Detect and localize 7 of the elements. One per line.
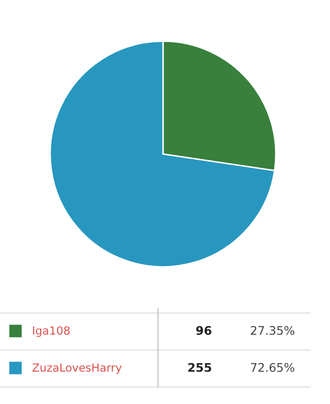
text: 27.35% [250, 326, 294, 335]
data-label: 255 [188, 362, 212, 372]
data-label: 96 [196, 326, 212, 335]
text: 72.65% [250, 362, 294, 372]
legend-label: ZuzaLovesHarry [32, 363, 122, 374]
legend-label: Iga108 [33, 326, 70, 337]
pie-slice [50, 40, 276, 268]
